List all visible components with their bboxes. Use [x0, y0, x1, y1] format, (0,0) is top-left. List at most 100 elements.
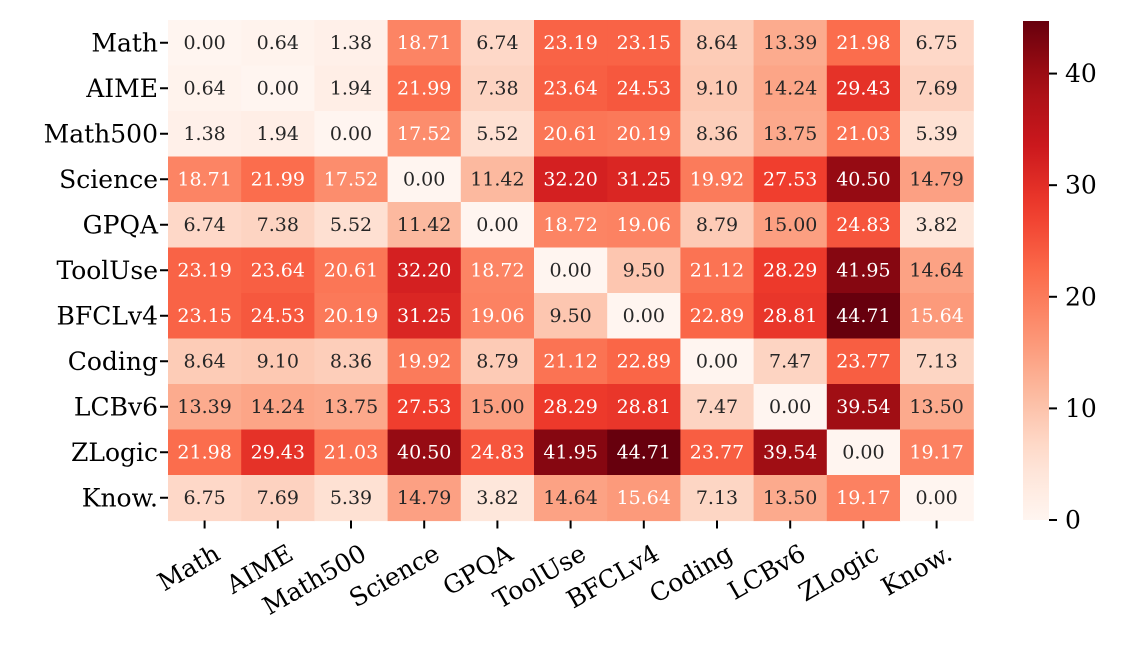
cell-value-label: 0.00	[330, 123, 372, 145]
cell-value-label: 31.25	[617, 168, 671, 190]
heatmap-cell	[387, 20, 462, 67]
cell-value-label: 6.74	[476, 32, 518, 54]
cell-value-label: 21.98	[836, 32, 890, 54]
cell-value-label: 14.64	[909, 259, 963, 281]
heatmap-cell	[534, 65, 608, 112]
cell-value-label: 29.43	[836, 77, 890, 99]
heatmap-cell	[826, 247, 901, 294]
heatmap-cell	[460, 156, 535, 203]
heatmap-cell	[900, 202, 974, 249]
row-label: Math	[91, 28, 158, 57]
row-label: LCBv6	[74, 392, 158, 421]
heatmap-cell	[607, 384, 681, 431]
heatmap-cell	[900, 111, 974, 158]
heatmap-cell	[753, 429, 828, 476]
heatmap-cell	[826, 429, 901, 476]
cell-value-label: 0.00	[183, 32, 225, 54]
heatmap-cell	[753, 202, 828, 249]
colorbar-tick-label: 30	[1065, 171, 1097, 200]
heatmap-cell	[753, 384, 828, 431]
cell-value-label: 20.19	[324, 305, 378, 327]
cell-value-label: 15.64	[617, 487, 671, 509]
cell-value-label: 24.83	[470, 441, 524, 463]
cell-value-label: 19.92	[690, 168, 744, 190]
cell-value-label: 7.69	[257, 487, 299, 509]
row-label: GPQA	[83, 210, 159, 239]
heatmap-cell	[460, 65, 535, 112]
cell-value-label: 6.75	[915, 32, 957, 54]
cell-value-label: 22.89	[690, 305, 744, 327]
row-label: Science	[59, 165, 158, 194]
column-label: Math	[153, 539, 225, 597]
heatmap-cell	[387, 111, 462, 158]
cell-value-label: 18.72	[470, 259, 524, 281]
cell-value-label: 5.52	[330, 214, 372, 236]
cell-value-label: 29.43	[251, 441, 305, 463]
row-label: BFCLv4	[57, 301, 158, 330]
cell-value-label: 13.39	[177, 396, 231, 418]
cell-value-label: 23.19	[543, 32, 597, 54]
cell-value-label: 15.64	[909, 305, 963, 327]
heatmap-cell	[168, 20, 242, 67]
heatmap-cell	[168, 65, 242, 112]
heatmap-cell	[680, 111, 755, 158]
heatmap-cell	[680, 20, 755, 67]
column-label: ZLogic	[794, 539, 884, 608]
heatmap-cell	[534, 338, 608, 385]
cell-value-label: 27.53	[763, 168, 817, 190]
heatmap-cell	[241, 202, 315, 249]
cell-value-label: 7.13	[915, 350, 957, 372]
heatmap-cell	[753, 247, 828, 294]
heatmap-cell	[241, 429, 315, 476]
cell-value-label: 27.53	[397, 396, 451, 418]
row-label: Know.	[82, 483, 158, 512]
heatmap-cell	[387, 338, 462, 385]
cell-value-label: 39.54	[836, 396, 890, 418]
heatmap-cell	[534, 429, 608, 476]
heatmap-cell	[900, 65, 974, 112]
cell-value-label: 11.42	[397, 214, 451, 236]
cell-value-label: 19.06	[470, 305, 524, 327]
column-label: LCBv6	[723, 539, 810, 606]
heatmap-cell	[314, 156, 389, 203]
heatmap-cell	[680, 247, 755, 294]
cell-value-label: 0.00	[623, 305, 665, 327]
cell-value-label: 23.64	[543, 77, 597, 99]
heatmap-cell	[607, 475, 681, 522]
cell-value-label: 41.95	[543, 441, 597, 463]
cell-value-label: 22.89	[617, 350, 671, 372]
heatmap-cell	[900, 384, 974, 431]
heatmap-cell	[460, 247, 535, 294]
heatmap-cell	[680, 384, 755, 431]
heatmap-cell	[314, 202, 389, 249]
heatmap-cell	[680, 202, 755, 249]
heatmap-cell	[680, 156, 755, 203]
heatmap-cell	[826, 20, 901, 67]
cell-value-label: 18.71	[177, 168, 231, 190]
heatmap-cell	[241, 20, 315, 67]
heatmap-cell	[168, 156, 242, 203]
heatmap-cell	[314, 20, 389, 67]
cell-value-label: 0.00	[769, 396, 811, 418]
heatmap-cell	[241, 384, 315, 431]
cell-value-label: 3.82	[476, 487, 518, 509]
heatmap-cell	[900, 20, 974, 67]
heatmap-cell	[607, 293, 681, 340]
cell-value-label: 28.81	[617, 396, 671, 418]
cell-value-label: 21.12	[543, 350, 597, 372]
cell-value-label: 8.64	[183, 350, 225, 372]
cell-value-label: 9.50	[549, 305, 591, 327]
cell-value-label: 8.64	[696, 32, 738, 54]
heatmap-cell	[900, 429, 974, 476]
heatmap-cell	[460, 384, 535, 431]
cell-value-label: 6.75	[183, 487, 225, 509]
heatmap-cell	[168, 429, 242, 476]
heatmap-cell	[387, 156, 462, 203]
heatmap-cell	[534, 475, 608, 522]
heatmap-cell	[534, 156, 608, 203]
heatmap-cell	[314, 429, 389, 476]
cell-value-label: 7.38	[476, 77, 518, 99]
heatmap-cell	[607, 247, 681, 294]
cell-value-label: 32.20	[397, 259, 451, 281]
heatmap-cell	[387, 429, 462, 476]
